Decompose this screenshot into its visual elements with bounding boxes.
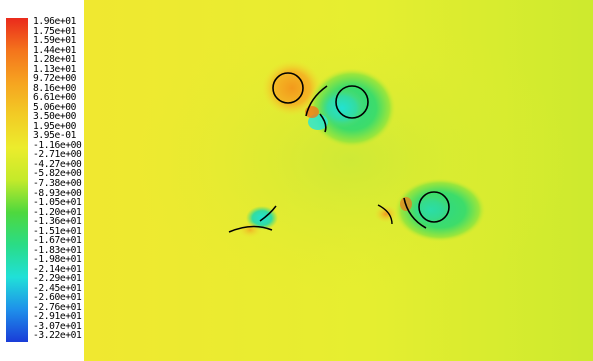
blade-lower-left-b bbox=[259, 205, 277, 222]
colorbar-tick-label: 3.50e+00 bbox=[33, 111, 77, 123]
blade-top-b bbox=[319, 113, 327, 133]
stagnation-region-top bbox=[262, 60, 322, 116]
colorbar-tick-label: -1.51e+01 bbox=[33, 225, 82, 237]
colorbar-tick-label: -1.67e+01 bbox=[33, 235, 82, 247]
colorbar-tick-label: -1.16e+00 bbox=[33, 139, 82, 151]
colorbar-tick-label: 1.44e+01 bbox=[33, 44, 77, 56]
stagnation-region-middle bbox=[374, 205, 398, 223]
colorbar-tick-label: -1.05e+01 bbox=[33, 197, 82, 209]
blade-top-a bbox=[305, 85, 328, 117]
colorbar-tick-label: -7.38e+00 bbox=[33, 178, 82, 189]
colorbar-tick-label: -3.22e+01 bbox=[33, 330, 82, 342]
colorbar-tick-label: 6.61e+00 bbox=[33, 92, 77, 104]
colorbar-tick-label: -4.27e+00 bbox=[33, 158, 82, 170]
blade-middle bbox=[377, 204, 393, 225]
colorbar-tick-label: -1.36e+01 bbox=[33, 216, 82, 228]
colorbar-tick-label: 1.59e+01 bbox=[33, 35, 77, 47]
colorbar-tick-label: 9.72e+00 bbox=[33, 73, 77, 85]
colorbar-gradient bbox=[6, 18, 28, 342]
wake-core-right bbox=[408, 194, 452, 226]
cylinder-right bbox=[418, 191, 450, 223]
cylinder-top-right bbox=[335, 85, 369, 119]
colorbar-tick-label: -8.93e+00 bbox=[33, 187, 82, 199]
blade-lower-left-a bbox=[228, 225, 273, 233]
stagnation-region-lower-left bbox=[238, 222, 262, 238]
colorbar-tick-label: 1.96e+01 bbox=[33, 16, 77, 27]
colorbar-tick-label: 8.16e+00 bbox=[33, 82, 77, 94]
colorbar-tick-label: -5.82e+00 bbox=[33, 168, 82, 180]
colorbar-tick-label: -2.14e+01 bbox=[33, 263, 82, 275]
colorbar-tick-label: 1.75e+01 bbox=[33, 25, 77, 37]
colorbar-tick-label: 3.95e-01 bbox=[33, 130, 77, 142]
colorbar-tick-label: 5.06e+00 bbox=[33, 101, 77, 113]
colorbar-tick-label: -2.45e+01 bbox=[33, 282, 82, 294]
colorbar-tick-label: 1.95e+00 bbox=[33, 120, 77, 132]
colorbar-tick-label: 1.28e+01 bbox=[33, 54, 77, 66]
colorbar-labels: 1.96e+01 1.75e+01 1.59e+01 1.44e+01 1.28e+01… bbox=[33, 16, 103, 342]
colorbar-tick-label: -2.29e+01 bbox=[33, 273, 82, 285]
blade-right bbox=[403, 197, 427, 229]
colorbar-tick-label: -2.60e+01 bbox=[33, 292, 82, 304]
colorbar-tick-label: -2.76e+01 bbox=[33, 301, 82, 313]
colorbar-tick-label: -1.98e+01 bbox=[33, 254, 82, 266]
colorbar bbox=[6, 18, 28, 342]
colorbar-tick-label: 1.13e+01 bbox=[33, 63, 77, 75]
colorbar-tick-label: -2.71e+00 bbox=[33, 149, 82, 161]
colorbar-tick-label: -1.20e+01 bbox=[33, 206, 82, 218]
cylinder-top-left bbox=[272, 72, 304, 104]
colorbar-tick-label: -2.91e+01 bbox=[33, 311, 82, 323]
colorbar-tick-label: -1.83e+01 bbox=[33, 244, 82, 256]
field-glow bbox=[130, 10, 570, 310]
colorbar-tick-label: -3.07e+01 bbox=[33, 320, 82, 332]
